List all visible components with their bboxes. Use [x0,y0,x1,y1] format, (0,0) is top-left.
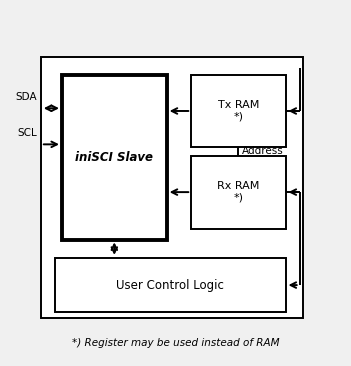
Text: SCL: SCL [18,128,38,138]
Text: User Control Logic: User Control Logic [116,279,224,292]
Bar [191,156,286,229]
Bar [62,75,167,239]
Bar [191,75,286,146]
Bar [41,57,303,318]
Text: iniSCI Slave: iniSCI Slave [75,151,153,164]
Text: SDA: SDA [16,92,38,102]
Text: Tx RAM
*): Tx RAM *) [218,100,259,122]
Text: Address: Address [242,146,284,156]
Bar [55,258,286,313]
Text: Rx RAM
*): Rx RAM *) [217,181,260,203]
Text: *) Register may be used instead of RAM: *) Register may be used instead of RAM [72,339,279,348]
